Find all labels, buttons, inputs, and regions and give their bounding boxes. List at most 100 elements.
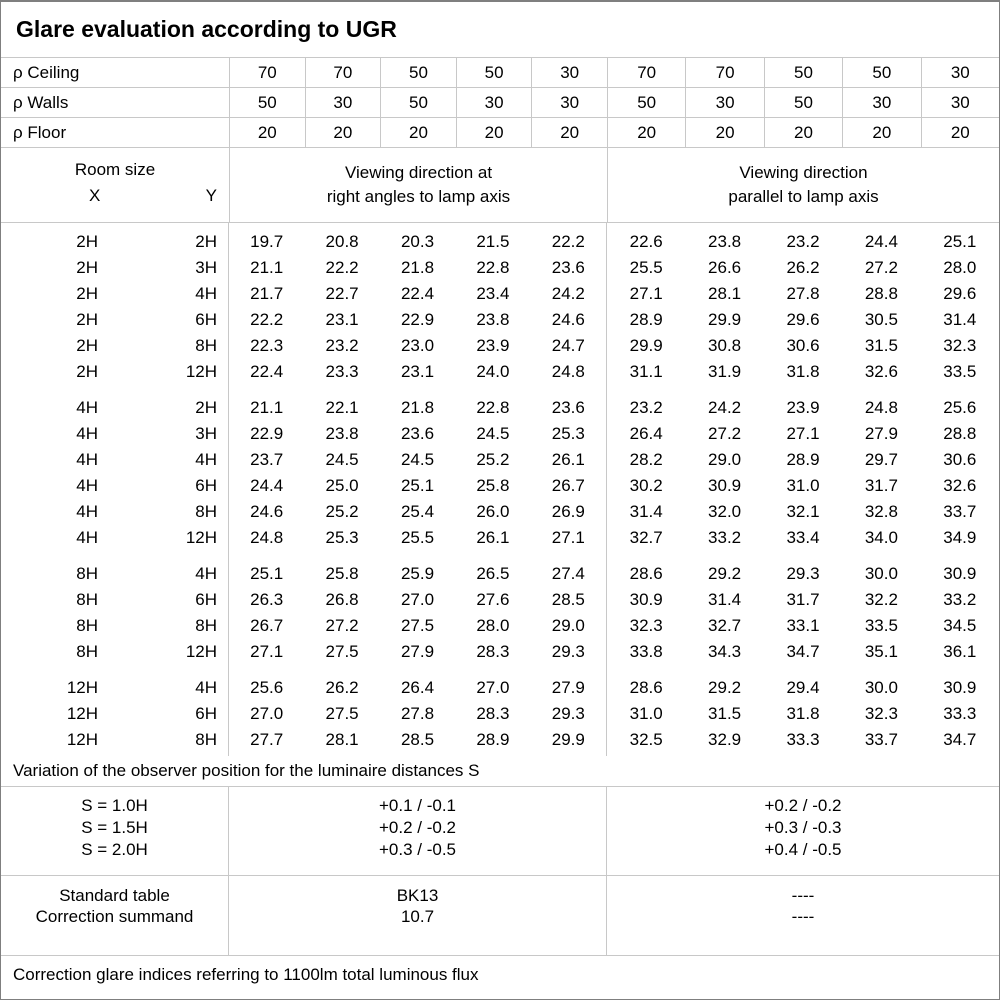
parallel-values-column: 22.6 23.8 23.2 24.4 25.1 25.5 26.6 26.2 27.2 28.0… — [607, 223, 999, 756]
right-angles-group-header: Viewing direction at right angles to lam… — [229, 148, 607, 222]
ugr-value-cell: 33.5 — [943, 362, 977, 381]
ugr-value-cell: 30.9 — [629, 590, 663, 609]
reflectance-value-cell: 30 — [685, 88, 763, 117]
ugr-value-cell: 31.7 — [864, 476, 898, 495]
reflectance-value-cell: 30 — [531, 58, 607, 87]
ugr-value-cell: 28.3 — [476, 642, 510, 661]
ugr-value-cell: 32.8 — [864, 502, 898, 521]
ugr-value-cell: 23.8 — [476, 310, 510, 329]
ugr-value-cell: 23.2 — [325, 336, 359, 355]
ugr-value-cell: 33.2 — [708, 528, 742, 547]
ugr-value-cell: 31.0 — [786, 476, 820, 495]
ugr-value-cell: 31.5 — [708, 704, 742, 723]
ugr-value-cell: 25.0 — [325, 476, 359, 495]
ugr-value-cell: 26.5 — [476, 564, 510, 583]
ugr-value-cell: 26.1 — [551, 450, 585, 469]
ugr-value-cell: 22.3 — [250, 336, 284, 355]
ugr-value-cell: 26.3 — [250, 590, 284, 609]
ugr-value-cell: 25.1 — [943, 232, 977, 251]
reflectance-row-label: ρ Floor — [13, 122, 67, 142]
reflectance-value-cell: 50 — [842, 58, 920, 87]
ugr-value-cell: 33.3 — [943, 704, 977, 723]
ugr-value-cell: 28.9 — [786, 450, 820, 469]
s-corrections-parallel: +0.2 / -0.2 +0.3 / -0.3 +0.4 / -0.5 — [607, 787, 999, 875]
ugr-value-cell: 34.0 — [864, 528, 898, 547]
ugr-value-cell: 22.2 — [250, 310, 284, 329]
table-row-room-size: 12H 4H — [1, 675, 228, 701]
page-title-row: Glare evaluation according to UGR — [1, 2, 999, 58]
room-y-cell: 4H — [195, 564, 217, 583]
ugr-value-cell: 21.8 — [400, 258, 435, 277]
ugr-value-cell: 25.4 — [400, 502, 435, 521]
room-y-cell: 6H — [195, 476, 217, 495]
reflectance-row: ρ Ceiling 70 70 50 50 30 70 70 50 50 30 — [1, 58, 999, 88]
s-correction-parallel: +0.2 / -0.2 — [764, 796, 842, 815]
ugr-value-cell: 31.4 — [943, 310, 977, 329]
table-row-room-size: 8H 6H — [1, 587, 228, 613]
reflectance-value-cell: 30 — [920, 58, 999, 87]
ugr-value-cell: 27.9 — [864, 424, 898, 443]
reflectance-table: ρ Ceiling 70 70 50 50 30 70 70 50 50 30 ρ Walls 50 30… — [1, 58, 999, 148]
room-y-cell: 3H — [195, 258, 217, 277]
ugr-value-cell: 30.5 — [864, 310, 898, 329]
ugr-value-cell: 27.8 — [400, 704, 435, 723]
reflectance-value-cell: 50 — [763, 58, 842, 87]
reflectance-value-cell: 50 — [229, 88, 305, 117]
ugr-value-cell: 23.8 — [708, 232, 742, 251]
room-x-cell: 2H — [76, 336, 98, 355]
ugr-value-cell: 32.1 — [786, 502, 820, 521]
ugr-value-cell: 20.8 — [325, 232, 359, 251]
ugr-value-cell: 21.7 — [250, 284, 284, 303]
ugr-value-cell: 35.1 — [864, 642, 898, 661]
table-row-parallel: 28.9 29.9 29.6 30.5 31.4 — [607, 307, 999, 333]
reflectance-value-cell: 70 — [229, 58, 305, 87]
room-y-cell: 12H — [185, 642, 217, 661]
ugr-value-cell: 23.1 — [400, 362, 435, 381]
ugr-value-cell: 28.0 — [943, 258, 977, 277]
ugr-value-cell: 23.6 — [551, 258, 585, 277]
ugr-value-cell: 25.8 — [325, 564, 359, 583]
s-distance-label: S = 2.0H — [81, 840, 148, 859]
ugr-value-cell: 24.8 — [250, 528, 284, 547]
ugr-value-cell: 27.0 — [476, 678, 510, 697]
reflectance-value-cell: 20 — [531, 118, 607, 147]
ugr-value-cell: 28.9 — [476, 730, 510, 749]
ugr-value-cell: 23.8 — [325, 424, 359, 443]
table-row-right-angles: 23.7 24.5 24.5 25.2 26.1 — [229, 447, 606, 473]
ugr-value-cell: 27.9 — [400, 642, 435, 661]
table-row-right-angles: 24.8 25.3 25.5 26.1 27.1 — [229, 525, 606, 551]
ugr-value-cell: 23.6 — [400, 424, 435, 443]
table-row-parallel: 22.6 23.8 23.2 24.4 25.1 — [607, 229, 999, 255]
s-correction-parallel: +0.3 / -0.3 — [764, 818, 842, 837]
table-row-right-angles: 21.1 22.2 21.8 22.8 23.6 — [229, 255, 606, 281]
ugr-value-cell: 24.4 — [250, 476, 284, 495]
ugr-value-cell: 24.2 — [551, 284, 585, 303]
ugr-value-cell: 27.4 — [551, 564, 585, 583]
table-row-parallel: 32.5 32.9 33.3 33.7 34.7 — [607, 727, 999, 753]
reflectance-value-cell: 30 — [304, 88, 381, 117]
table-row-right-angles: 19.7 20.8 20.3 21.5 22.2 — [229, 229, 606, 255]
s-correction-right-angles: +0.3 / -0.5 — [378, 840, 457, 859]
ugr-value-cell: 28.1 — [325, 730, 359, 749]
ugr-value-cell: 36.1 — [943, 642, 977, 661]
reflectance-value-cell: 20 — [304, 118, 381, 147]
reflectance-value-cell: 50 — [380, 58, 456, 87]
ugr-value-cell: 27.2 — [708, 424, 742, 443]
ugr-value-cell: 32.3 — [629, 616, 663, 635]
ugr-value-cell: 23.1 — [325, 310, 359, 329]
room-y-cell: 12H — [185, 528, 217, 547]
room-x-cell: 4H — [76, 450, 98, 469]
ugr-value-cell: 30.0 — [864, 564, 898, 583]
table-row-right-angles: 26.7 27.2 27.5 28.0 29.0 — [229, 613, 606, 639]
room-x-cell: 4H — [76, 424, 98, 443]
ugr-value-cell: 34.7 — [943, 730, 977, 749]
ugr-value-cell: 32.7 — [629, 528, 663, 547]
ugr-value-cell: 27.7 — [250, 730, 284, 749]
room-x-cell: 4H — [76, 528, 98, 547]
ugr-value-cell: 32.9 — [708, 730, 742, 749]
reflectance-row-label: ρ Walls — [13, 92, 69, 112]
ugr-value-cell: 27.0 — [400, 590, 435, 609]
ugr-value-cell: 24.5 — [476, 424, 510, 443]
s-distance-label: S = 1.0H — [81, 796, 148, 815]
ugr-value-cell: 26.8 — [325, 590, 359, 609]
